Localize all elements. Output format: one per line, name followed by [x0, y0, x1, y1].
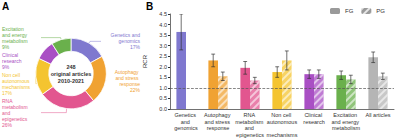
svg-text:and stress: and stress — [115, 74, 140, 81]
svg-text:17%: 17% — [2, 90, 13, 96]
svg-text:2.5: 2.5 — [159, 53, 167, 59]
svg-text:Autophagy: Autophagy — [204, 112, 232, 118]
svg-text:epigenetics: epigenetics — [236, 132, 264, 138]
svg-text:metabolism: metabolism — [2, 37, 28, 44]
svg-text:metabolism: metabolism — [235, 119, 265, 125]
svg-text:0.5: 0.5 — [159, 95, 167, 101]
svg-text:2010-2021: 2010-2021 — [58, 78, 84, 84]
svg-text:Clinical: Clinical — [2, 51, 20, 58]
svg-text:Clinical: Clinical — [304, 112, 323, 118]
svg-text:0.0: 0.0 — [159, 106, 167, 112]
svg-text:Excitation: Excitation — [333, 112, 358, 118]
svg-text:2.0: 2.0 — [159, 64, 167, 70]
svg-text:RNA: RNA — [2, 97, 14, 104]
svg-text:3.5: 3.5 — [159, 32, 167, 38]
svg-text:22%: 22% — [130, 87, 141, 93]
svg-text:4.0: 4.0 — [159, 22, 167, 28]
svg-text:and stress: and stress — [205, 119, 232, 125]
svg-text:A: A — [2, 1, 9, 12]
svg-text:Genetics and: Genetics and — [110, 32, 140, 39]
svg-text:research: research — [2, 57, 22, 64]
svg-text:and: and — [181, 119, 192, 125]
svg-text:research: research — [303, 119, 324, 125]
svg-text:autonomous: autonomous — [2, 77, 31, 84]
svg-text:B: B — [146, 1, 153, 12]
svg-text:Non cell: Non cell — [2, 71, 22, 78]
svg-text:RNA: RNA — [244, 112, 257, 118]
svg-text:metabolism: metabolism — [332, 125, 361, 131]
svg-text:and: and — [245, 125, 256, 131]
svg-text:1.0: 1.0 — [159, 85, 167, 91]
svg-text:and energy: and energy — [2, 31, 29, 38]
svg-text:response: response — [119, 80, 140, 87]
svg-text:original articles: original articles — [51, 71, 92, 77]
svg-text:Genetics: Genetics — [174, 112, 197, 118]
svg-text:9%: 9% — [2, 44, 10, 50]
svg-text:4.5: 4.5 — [159, 11, 167, 17]
svg-text:mechanisms: mechanisms — [2, 83, 31, 90]
svg-text:autonomous: autonomous — [267, 119, 298, 125]
svg-text:Non cell: Non cell — [271, 112, 292, 118]
svg-text:and: and — [2, 109, 12, 116]
svg-text:response: response — [207, 125, 230, 131]
svg-text:genomics: genomics — [174, 125, 198, 131]
svg-text:17%: 17% — [130, 44, 141, 50]
svg-text:RCR: RCR — [142, 54, 148, 68]
svg-text:FG: FG — [345, 8, 354, 14]
svg-text:Excitation: Excitation — [2, 25, 26, 32]
svg-text:1.5: 1.5 — [159, 74, 167, 80]
svg-text:genomics: genomics — [117, 38, 140, 45]
svg-text:PG: PG — [376, 8, 385, 14]
svg-text:248: 248 — [66, 64, 75, 70]
svg-text:All articles: All articles — [365, 112, 390, 118]
svg-text:9%: 9% — [2, 64, 10, 70]
svg-text:metabolism: metabolism — [2, 103, 29, 110]
svg-text:mechanisms: mechanisms — [267, 132, 298, 138]
svg-text:26%: 26% — [2, 122, 13, 128]
svg-text:Autophagy: Autophagy — [114, 68, 140, 75]
svg-text:epigenetics: epigenetics — [2, 115, 28, 122]
svg-text:3.0: 3.0 — [159, 43, 167, 49]
svg-text:and energy: and energy — [331, 119, 360, 125]
